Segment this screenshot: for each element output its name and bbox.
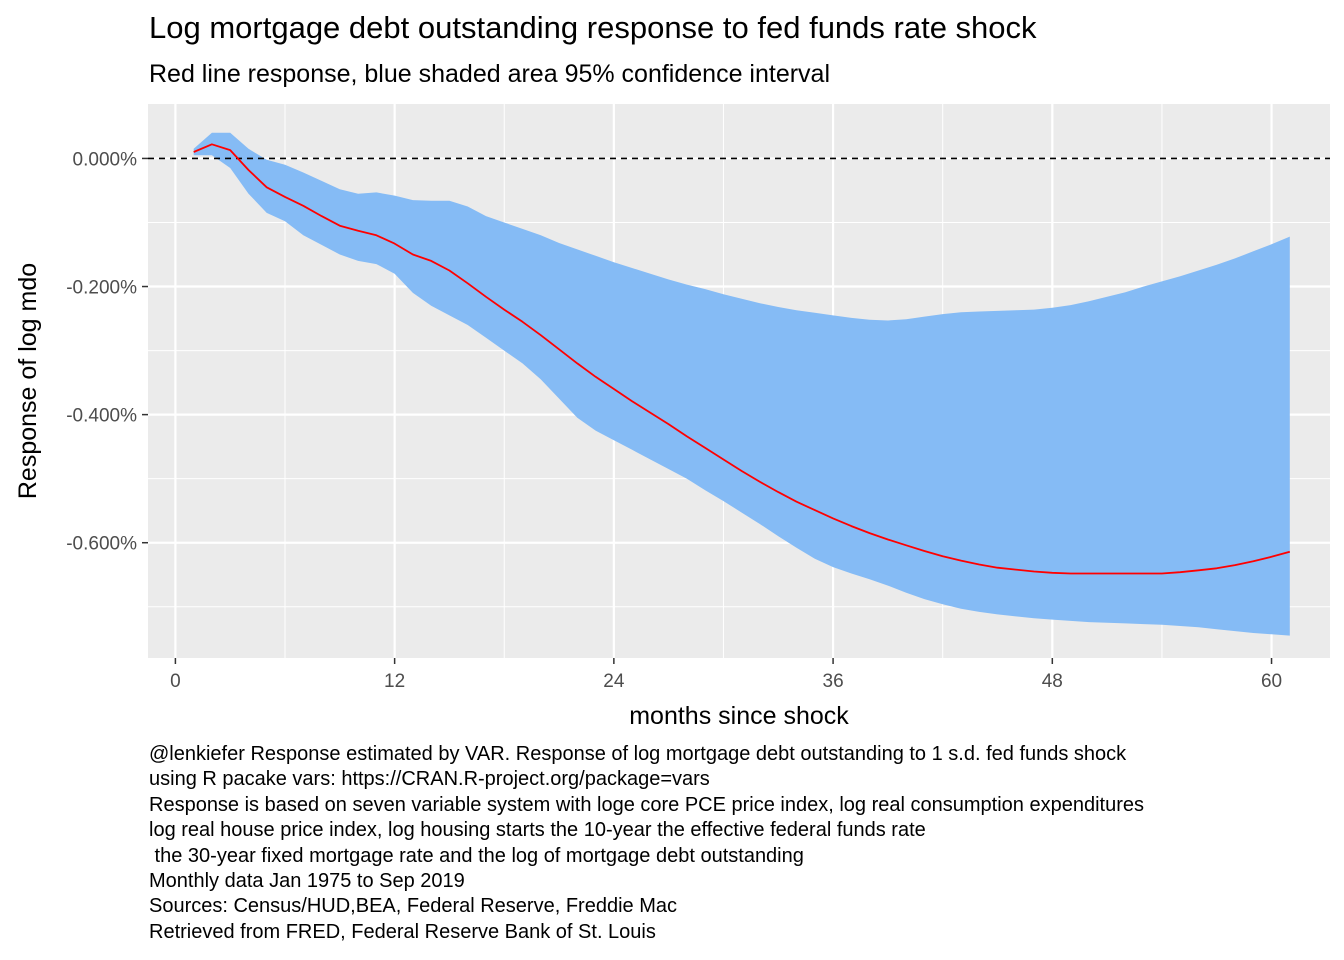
chart-title: Log mortgage debt outstanding response t… bbox=[149, 10, 1037, 45]
y-tick-label: -0.600% bbox=[66, 534, 137, 555]
caption: @lenkiefer Response estimated by VAR. Re… bbox=[149, 742, 1144, 945]
y-tick-label: 0.000% bbox=[73, 149, 138, 170]
caption-line: log real house price index, log housing … bbox=[149, 819, 926, 842]
y-axis-title: Response of log mdo bbox=[14, 263, 42, 499]
x-tick-label: 60 bbox=[1261, 671, 1282, 692]
caption-line: Monthly data Jan 1975 to Sep 2019 bbox=[149, 870, 465, 893]
x-tick-label: 48 bbox=[1042, 671, 1063, 692]
x-tick-label: 36 bbox=[823, 671, 844, 692]
x-tick-label: 24 bbox=[603, 671, 625, 692]
chart-subtitle: Red line response, blue shaded area 95% … bbox=[149, 60, 831, 88]
caption-line: @lenkiefer Response estimated by VAR. Re… bbox=[149, 743, 1127, 765]
y-axis: 0.000% -0.200% -0.400% -0.600% bbox=[66, 149, 148, 555]
caption-line: Retrieved from FRED, Federal Reserve Ban… bbox=[149, 920, 656, 943]
x-axis: 0 12 24 36 48 60 bbox=[170, 658, 1282, 692]
y-tick-label: -0.200% bbox=[66, 278, 137, 299]
caption-line: Sources: Census/HUD,BEA, Federal Reserve… bbox=[149, 895, 677, 918]
y-tick-label: -0.400% bbox=[66, 406, 137, 427]
caption-line: using R pacake vars: https://CRAN.R-proj… bbox=[149, 768, 710, 791]
caption-line: Response is based on seven variable syst… bbox=[149, 793, 1144, 816]
x-tick-label: 12 bbox=[384, 671, 405, 692]
caption-line: the 30-year fixed mortgage rate and the … bbox=[149, 844, 804, 867]
confidence-band bbox=[193, 132, 1290, 636]
chart-svg: 0.000%-0.200%-0.400%-0.600% 0 12 24 36 48 60 … bbox=[14, 104, 1330, 730]
x-axis-title: months since shock bbox=[629, 702, 849, 730]
response-line bbox=[193, 143, 1291, 575]
x-tick-label: 0 bbox=[170, 671, 181, 692]
